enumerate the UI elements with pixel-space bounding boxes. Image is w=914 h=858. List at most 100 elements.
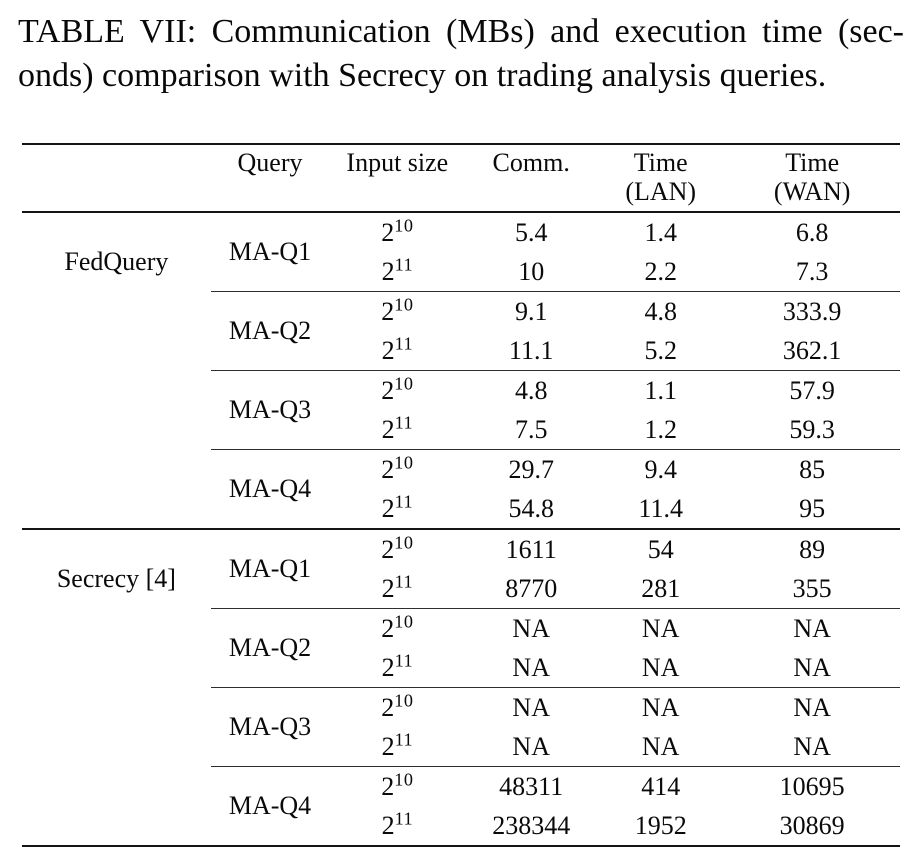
- input-exponent: 11: [394, 332, 414, 353]
- header-time-lan: Time (LAN): [597, 144, 725, 213]
- input-base: 2: [381, 534, 395, 564]
- table-row: FedQuery MA-Q1 210 5.4 1.4 6.8: [22, 212, 900, 276]
- header-time-wan: Time (WAN): [724, 144, 900, 213]
- table-caption: TABLE VII: Communication (MBs) and execu…: [0, 0, 914, 98]
- cell-time-lan: 1.2: [644, 414, 677, 444]
- cell-time-wan: 95: [799, 493, 826, 523]
- cell-input-size: 211: [329, 648, 465, 688]
- input-exponent: 11: [394, 253, 414, 274]
- header-query: Query: [210, 144, 330, 213]
- input-base: 2: [381, 335, 395, 365]
- input-base: 2: [381, 414, 395, 444]
- query-label: MA-Q4: [210, 766, 330, 846]
- cell-time-lan: 1952: [634, 810, 687, 840]
- table-row: 211 NA NA NA: [22, 648, 900, 688]
- input-base: 2: [381, 454, 395, 484]
- caption-line-1: TABLE VII: Communication (MBs) and execu…: [18, 13, 904, 50]
- cell-comm: 5.4: [514, 217, 548, 247]
- header-row: Query Input size Comm. Time (LAN) Time (…: [22, 144, 900, 213]
- cell-time-lan: NA: [597, 608, 725, 648]
- cell-time-wan: 333.9: [724, 291, 900, 331]
- input-exponent: 11: [394, 728, 414, 749]
- cell-input-size: 211: [329, 806, 465, 846]
- cell-input-size: 211: [329, 331, 465, 371]
- cell-comm: 8770: [505, 573, 558, 603]
- input-base: 2: [381, 217, 395, 247]
- query-label: MA-Q2: [210, 291, 330, 371]
- header-time-wan-sub: (WAN): [773, 177, 851, 206]
- table-row: Secrecy [4] MA-Q1 210 1611 54 89: [22, 528, 900, 846]
- cell-time-wan: 6.8: [795, 217, 829, 247]
- cell-time-lan: 5.2: [644, 335, 677, 365]
- cell-input-size: 210: [329, 766, 466, 806]
- cell-time-wan: 57.9: [724, 370, 900, 410]
- header-time-lan-label: Time: [633, 148, 688, 177]
- cell-time-lan: 4.8: [597, 291, 725, 331]
- cell-time-lan: 9.4: [597, 449, 725, 489]
- cell-input-size: 210: [329, 212, 465, 252]
- cell-input-size: 211: [329, 410, 465, 450]
- input-exponent: 11: [394, 570, 414, 591]
- cell-time-lan: NA: [641, 652, 680, 682]
- header-input-size: Input size: [329, 144, 466, 213]
- cell-input-size: 211: [329, 252, 465, 292]
- results-table: Query Input size Comm. Time (LAN) Time (…: [22, 143, 900, 847]
- input-exponent: 10: [394, 451, 414, 472]
- cell-input-size: 210: [329, 687, 466, 727]
- table-row: 211 238344 1952 30869: [22, 806, 900, 846]
- cell-time-wan: 362.1: [782, 335, 842, 365]
- cell-comm: 9.1: [465, 291, 598, 331]
- cell-time-wan: 355: [792, 573, 832, 603]
- caption-line-2: onds) comparison with Secrecy on trading…: [18, 57, 827, 94]
- input-exponent: 10: [394, 531, 414, 552]
- cell-time-wan: NA: [724, 687, 900, 727]
- header-comm: Comm.: [465, 144, 598, 213]
- cell-comm: 238344: [492, 810, 571, 840]
- cell-time-wan: 89: [724, 528, 900, 569]
- cell-input-size: 211: [329, 727, 465, 767]
- cell-time-lan: 1.1: [597, 370, 725, 410]
- header-time-lan-sub: (LAN): [625, 177, 697, 206]
- header-time-wan-label: Time: [785, 148, 840, 177]
- query-label: MA-Q1: [210, 528, 330, 609]
- input-base: 2: [381, 810, 395, 840]
- cell-time-lan: NA: [641, 731, 680, 761]
- input-base: 2: [381, 613, 395, 643]
- cell-input-size: 211: [329, 489, 465, 529]
- cell-time-wan: NA: [793, 652, 831, 682]
- query-label: MA-Q3: [210, 370, 330, 450]
- table-row: 211 11.1 5.2 362.1: [22, 331, 900, 371]
- table-row: MA-Q3 210 4.8 1.1 57.9: [22, 370, 900, 450]
- cell-time-wan: NA: [724, 608, 900, 648]
- input-base: 2: [381, 256, 395, 286]
- table-row: 211 NA NA NA: [22, 727, 900, 767]
- input-exponent: 11: [394, 649, 414, 670]
- table-row: MA-Q4 210 29.7 9.4 85: [22, 449, 900, 529]
- table-row: MA-Q3 210 NA NA NA: [22, 687, 900, 767]
- cell-comm: 1611: [465, 528, 598, 569]
- cell-input-size: 211: [329, 569, 465, 609]
- cell-comm: 48311: [465, 766, 598, 806]
- cell-time-wan: 7.3: [795, 256, 829, 286]
- cell-comm: 54.8: [508, 493, 554, 523]
- query-label: MA-Q4: [210, 449, 330, 529]
- input-exponent: 10: [394, 689, 414, 710]
- cell-comm: 4.8: [465, 370, 598, 410]
- query-label: MA-Q3: [210, 687, 330, 767]
- query-label: MA-Q1: [228, 237, 312, 266]
- cell-comm: NA: [465, 608, 598, 648]
- cell-comm: 29.7: [465, 449, 598, 489]
- cell-comm: NA: [512, 652, 550, 682]
- input-exponent: 10: [394, 372, 414, 393]
- input-base: 2: [381, 652, 395, 682]
- cell-input-size: 210: [329, 370, 466, 410]
- table-header: Query Input size Comm. Time (LAN) Time (…: [22, 144, 900, 213]
- cell-time-lan: 1.4: [644, 217, 677, 247]
- cell-time-lan: NA: [597, 687, 725, 727]
- cell-time-wan: 10695: [724, 766, 900, 806]
- cell-input-size: 210: [329, 608, 466, 648]
- input-exponent: 11: [394, 807, 414, 828]
- input-base: 2: [381, 771, 395, 801]
- cell-time-wan: 85: [724, 449, 900, 489]
